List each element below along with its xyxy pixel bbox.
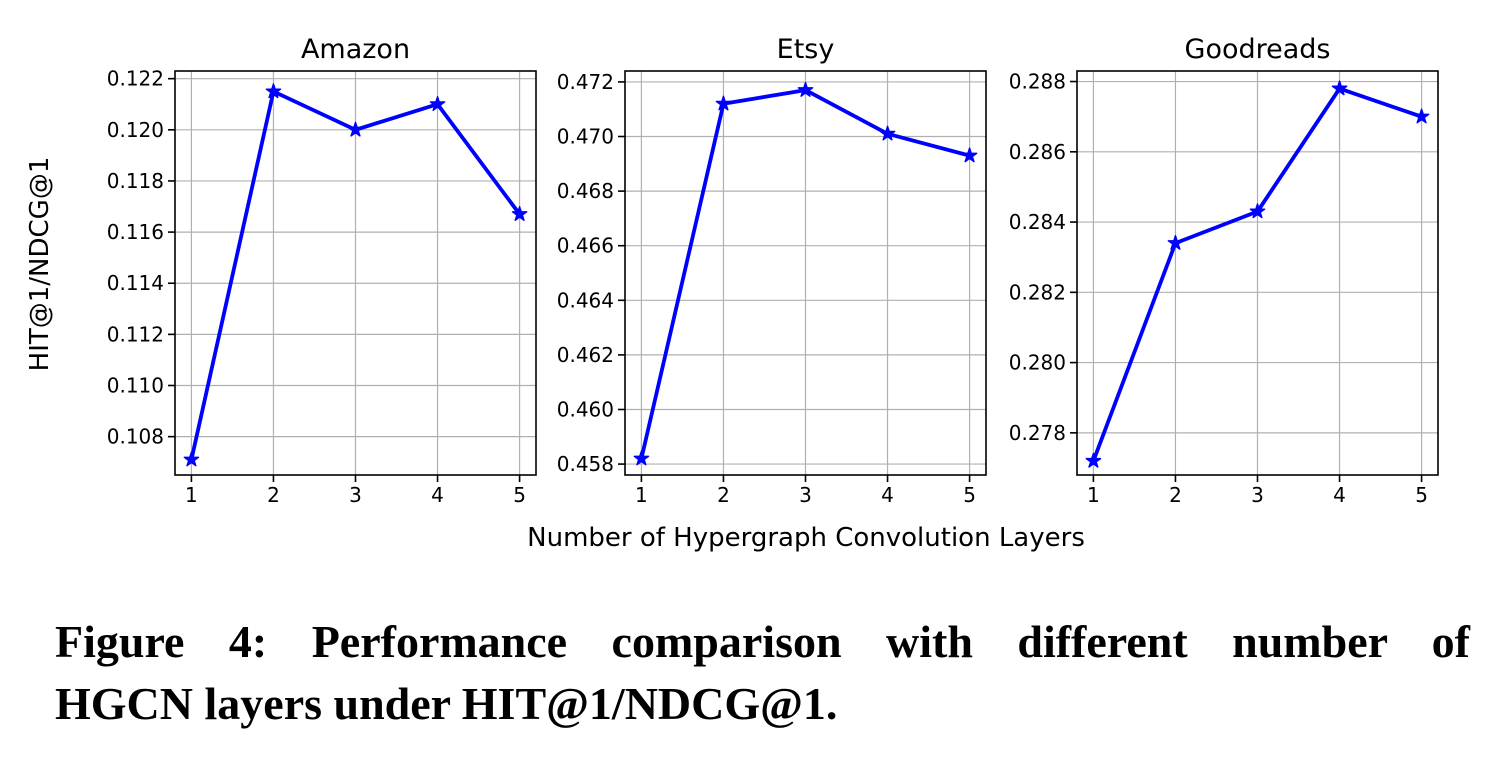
- data-point-marker: [265, 83, 282, 99]
- chart-title: Amazon: [301, 34, 410, 65]
- y-tick-label: 0.466: [557, 234, 614, 258]
- data-point-marker: [1085, 452, 1102, 468]
- charts-canvas: 0.108 0.110 0.112 0.114 0.116 0.118 0.120 0.122…: [107, 34, 1439, 507]
- y-tick-label: 0.116: [107, 220, 164, 244]
- y-tick-label: 0.112: [107, 322, 164, 346]
- x-tick-label: 4: [431, 483, 444, 507]
- x-tick-label: 5: [963, 483, 976, 507]
- y-tick-label: 0.120: [107, 118, 164, 142]
- x-tick-label: 5: [1415, 483, 1428, 507]
- data-point-marker: [797, 81, 814, 97]
- data-point-marker: [633, 450, 650, 466]
- x-tick-label: 1: [635, 483, 648, 507]
- y-tick-label: 0.284: [1009, 210, 1066, 234]
- subplot-etsy: 0.458 0.460 0.462 0.464 0.466 0.468 0.470 0.472…: [557, 34, 987, 507]
- data-point-marker: [1167, 234, 1184, 250]
- x-tick-label: 2: [1169, 483, 1182, 507]
- x-tick-label: 1: [185, 483, 198, 507]
- y-tick-label: 0.288: [1009, 70, 1066, 94]
- y-tick-label: 0.462: [557, 343, 614, 367]
- x-axis-label: Number of Hypergraph Convolution Layers: [527, 523, 1085, 553]
- y-axis-label: HIT@1/NDCG@1: [25, 156, 55, 372]
- x-tick-label: 3: [799, 483, 812, 507]
- x-tick-label: 2: [717, 483, 730, 507]
- data-point-marker: [183, 451, 200, 467]
- chart-title: Etsy: [777, 34, 835, 65]
- y-tick-label: 0.114: [107, 271, 164, 295]
- data-point-marker: [1331, 80, 1348, 96]
- x-tick-label: 4: [881, 483, 894, 507]
- figure-caption-line2: HGCN layers under HIT@1/NDCG@1.: [55, 678, 838, 729]
- y-tick-label: 0.110: [107, 374, 164, 398]
- y-tick-label: 0.108: [107, 425, 164, 449]
- y-tick-label: 0.280: [1009, 351, 1066, 375]
- x-tick-label: 4: [1333, 483, 1346, 507]
- data-point-marker: [1249, 203, 1266, 219]
- figure-caption-line1: Figure 4: Performance comparison with di…: [55, 616, 1470, 667]
- y-tick-label: 0.470: [557, 125, 614, 149]
- x-tick-label: 3: [349, 483, 362, 507]
- subplot-goodreads: 0.278 0.280 0.282 0.284 0.286 0.288 1 2 3 4 5 Goodr…: [1009, 34, 1439, 507]
- y-tick-label: 0.286: [1009, 140, 1066, 164]
- x-tick-label: 1: [1087, 483, 1100, 507]
- y-tick-label: 0.460: [557, 397, 614, 421]
- y-tick-label: 0.472: [557, 70, 614, 94]
- data-point-marker: [961, 147, 978, 163]
- x-tick-label: 5: [513, 483, 526, 507]
- figure-caption: Figure 4: Performance comparison with di…: [55, 611, 1470, 735]
- y-tick-label: 0.278: [1009, 421, 1066, 445]
- y-tick-label: 0.458: [557, 452, 614, 476]
- chart-title: Goodreads: [1185, 34, 1331, 65]
- y-tick-label: 0.464: [557, 288, 614, 312]
- x-tick-label: 3: [1251, 483, 1264, 507]
- data-point-marker: [1413, 108, 1430, 124]
- data-point-marker: [347, 121, 364, 137]
- data-point-marker: [429, 96, 446, 112]
- y-tick-label: 0.282: [1009, 280, 1066, 304]
- data-point-marker: [715, 95, 732, 111]
- y-tick-label: 0.118: [107, 169, 164, 193]
- data-point-marker: [511, 205, 528, 221]
- subplot-amazon: 0.108 0.110 0.112 0.114 0.116 0.118 0.120 0.122…: [107, 34, 537, 507]
- data-point-marker: [879, 125, 896, 141]
- x-tick-label: 2: [267, 483, 280, 507]
- y-tick-label: 0.468: [557, 179, 614, 203]
- y-tick-label: 0.122: [107, 67, 164, 91]
